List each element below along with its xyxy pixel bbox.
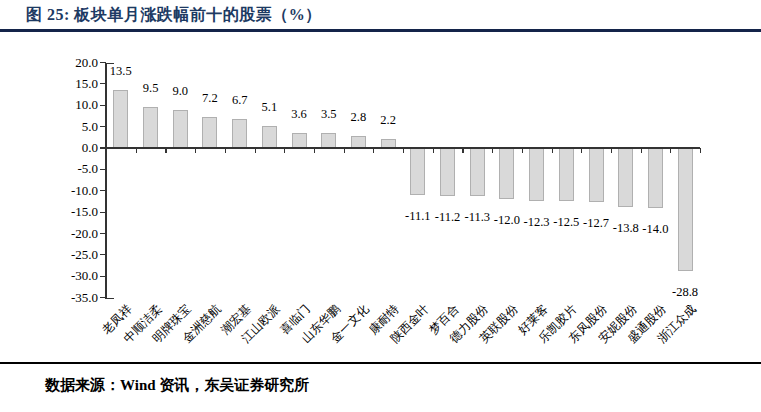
y-tick-label: 0.0 (40, 140, 98, 156)
y-axis-top-cap (105, 63, 114, 65)
y-tick-label: 20.0 (40, 55, 98, 71)
bar (678, 148, 693, 271)
x-axis-boundary-tick (700, 148, 701, 153)
y-tick-label: -5.0 (40, 161, 98, 177)
y-tick-label: -15.0 (40, 204, 98, 220)
value-label: -14.0 (625, 222, 685, 237)
bar (529, 148, 544, 201)
x-axis-boundary-tick (641, 148, 642, 153)
bar (232, 119, 247, 148)
x-axis-boundary-tick (195, 148, 196, 153)
bar (648, 148, 663, 208)
y-tick-label: 10.0 (40, 97, 98, 113)
bar (410, 148, 425, 195)
y-axis-bottom-cap (105, 298, 114, 300)
y-tick-label: -10.0 (40, 183, 98, 199)
x-axis-boundary-tick (225, 148, 226, 153)
y-tick-label: -30.0 (40, 268, 98, 284)
bar (440, 148, 455, 196)
x-axis-boundary-tick (581, 148, 582, 153)
bar (113, 90, 128, 148)
x-axis-boundary-tick (492, 148, 493, 153)
report-figure-page: 图 25: 板块单月涨跌幅前十的股票（%） 13.5老凤祥9.5中顺洁柔9.0明… (0, 0, 761, 412)
title-rule (0, 29, 761, 32)
data-source-note: 数据来源：Wind 资讯，东吴证券研究所 (45, 376, 309, 395)
x-axis-boundary-tick (165, 148, 166, 153)
y-tick-label: -35.0 (40, 290, 98, 306)
y-axis-line (105, 63, 107, 298)
y-tick-label: 5.0 (40, 119, 98, 135)
bar (499, 148, 514, 199)
x-axis-boundary-tick (522, 148, 523, 153)
y-tick-label: -25.0 (40, 247, 98, 263)
x-axis-boundary-tick (552, 148, 553, 153)
bar (559, 148, 574, 201)
x-axis-boundary-tick (373, 148, 374, 153)
x-axis-boundary-tick (611, 148, 612, 153)
bar (202, 117, 217, 148)
footer-rule (0, 362, 761, 364)
bar (143, 107, 158, 148)
bar (589, 148, 604, 202)
x-axis-boundary-tick (670, 148, 671, 153)
value-label: -28.8 (655, 285, 715, 300)
x-axis-boundary-tick (314, 148, 315, 153)
value-label: 2.2 (358, 113, 418, 128)
x-axis-boundary-tick (433, 148, 434, 153)
x-axis-boundary-tick (462, 148, 463, 153)
y-tick-label: -20.0 (40, 226, 98, 242)
value-label: 13.5 (91, 64, 151, 79)
bar (618, 148, 633, 207)
x-axis-boundary-tick (136, 148, 137, 153)
bar-chart: 13.5老凤祥9.5中顺洁柔9.0明牌珠宝7.2金洲慈航6.7潮宏基5.1江山欧… (0, 34, 761, 362)
y-tick-label: 15.0 (40, 76, 98, 92)
bar (292, 133, 307, 148)
bar (173, 110, 188, 149)
bar (262, 126, 277, 148)
bar (321, 133, 336, 148)
x-axis-boundary-tick (284, 148, 285, 153)
x-axis-boundary-tick (255, 148, 256, 153)
x-axis-boundary-tick (403, 148, 404, 153)
bar (351, 136, 366, 148)
x-axis-boundary-tick (344, 148, 345, 153)
bar (470, 148, 485, 196)
figure-title: 图 25: 板块单月涨跌幅前十的股票（%） (26, 5, 322, 26)
